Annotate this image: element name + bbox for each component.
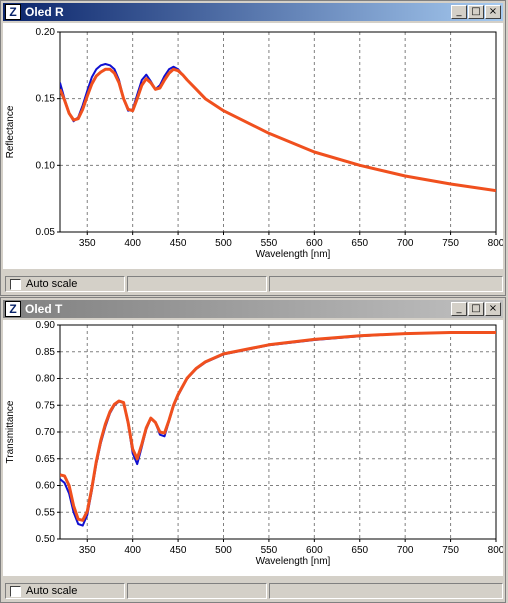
status-cell-2 (127, 583, 267, 599)
minimize-button[interactable]: _ (451, 5, 467, 19)
reflectance-plot: 350 400 450 500 550 600 650 700 750 800 0.05 0.10 0.… (5, 27, 503, 260)
x-tick-label: 400 (124, 545, 141, 556)
y-tick-label: 0.75 (36, 400, 56, 411)
x-tick-label: 650 (351, 545, 368, 556)
x-tick-label: 550 (261, 238, 278, 249)
x-tick-label: 600 (306, 238, 323, 249)
close-button[interactable]: × (485, 302, 501, 316)
x-tick-label: 450 (170, 238, 187, 249)
autoscale-checkbox[interactable] (10, 586, 21, 597)
plot-area (60, 32, 496, 232)
app-icon[interactable]: Z (5, 4, 21, 20)
status-bar: Auto scale (3, 582, 503, 600)
y-tick-label: 0.70 (36, 427, 56, 438)
x-tick-label: 350 (79, 238, 96, 249)
autoscale-cell: Auto scale (5, 276, 125, 292)
y-tick-label: 0.10 (36, 160, 56, 171)
status-cell-3 (269, 583, 503, 599)
x-tick-label: 650 (351, 238, 368, 249)
maximize-button[interactable]: □ (468, 302, 484, 316)
y-axis-label: Transmittance (5, 400, 16, 463)
x-axis-label: Wavelength [nm] (256, 249, 331, 260)
x-tick-label: 750 (442, 238, 459, 249)
x-tick-label: 500 (215, 238, 232, 249)
series-line-2 (60, 67, 496, 193)
status-cell-3 (269, 276, 503, 292)
title-bar[interactable]: Z Oled T _ □ × (3, 300, 503, 318)
y-tick-label: 0.80 (36, 374, 56, 385)
x-tick-label: 350 (79, 545, 96, 556)
axes-frame (59, 31, 497, 233)
autoscale-label: Auto scale (26, 585, 78, 597)
y-tick-label: 0.85 (36, 347, 56, 358)
x-tick-label: 500 (215, 545, 232, 556)
x-tick-label: 400 (124, 238, 141, 249)
y-tick-label: 0.60 (36, 481, 56, 492)
x-tick-label: 700 (397, 545, 414, 556)
close-button[interactable]: × (485, 5, 501, 19)
minimize-button[interactable]: _ (451, 302, 467, 316)
transmittance-plot: 350 400 450 500 550 600 650 700 750 800 0.50 0.55 0.… (5, 320, 503, 567)
window-title: Oled R (25, 5, 64, 19)
y-tick-label: 0.15 (36, 94, 56, 105)
autoscale-label: Auto scale (26, 278, 78, 290)
y-axis-label: Reflectance (5, 105, 16, 158)
x-tick-label: 800 (488, 238, 503, 249)
transmittance-chart[interactable]: 350 400 450 500 550 600 650 700 750 800 0.50 0.55 0.… (3, 320, 503, 576)
x-tick-label: 750 (442, 545, 459, 556)
y-tick-label: 0.20 (36, 27, 56, 38)
oled-t-window: Z Oled T _ □ × 350 400 450 500 550 600 650 700 7… (0, 297, 506, 603)
autoscale-checkbox[interactable] (10, 279, 21, 290)
autoscale-cell: Auto scale (5, 583, 125, 599)
x-tick-label: 450 (170, 545, 187, 556)
x-tick-label: 550 (261, 545, 278, 556)
oled-r-window: Z Oled R _ □ × 350 400 450 500 550 600 650 700 7… (0, 0, 506, 296)
x-tick-label: 700 (397, 238, 414, 249)
title-bar[interactable]: Z Oled R _ □ × (3, 3, 503, 21)
app-icon[interactable]: Z (5, 301, 21, 317)
y-tick-label: 0.65 (36, 454, 56, 465)
x-tick-label: 800 (488, 545, 503, 556)
maximize-button[interactable]: □ (468, 5, 484, 19)
x-axis-label: Wavelength [nm] (256, 556, 331, 567)
window-title: Oled T (25, 302, 63, 316)
status-bar: Auto scale (3, 275, 503, 293)
status-cell-2 (127, 276, 267, 292)
reflectance-chart[interactable]: 350 400 450 500 550 600 650 700 750 800 0.05 0.10 0.… (3, 23, 503, 269)
y-tick-label: 0.90 (36, 320, 56, 331)
y-tick-label: 0.50 (36, 534, 56, 545)
y-tick-label: 0.55 (36, 507, 56, 518)
series-line-2 (60, 331, 496, 522)
y-tick-label: 0.05 (36, 227, 56, 238)
x-tick-label: 600 (306, 545, 323, 556)
